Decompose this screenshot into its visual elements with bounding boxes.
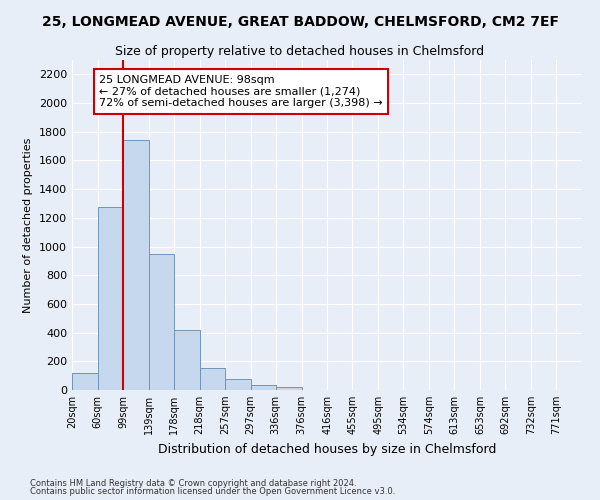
Bar [251,385,276,390]
Text: 25, LONGMEAD AVENUE, GREAT BADDOW, CHELMSFORD, CM2 7EF: 25, LONGMEAD AVENUE, GREAT BADDOW, CHELM… [41,15,559,29]
Text: Size of property relative to detached houses in Chelmsford: Size of property relative to detached ho… [115,45,485,58]
Bar [276,387,302,390]
Y-axis label: Number of detached properties: Number of detached properties [23,138,34,312]
Bar [174,330,200,390]
Text: 25 LONGMEAD AVENUE: 98sqm
← 27% of detached houses are smaller (1,274)
72% of se: 25 LONGMEAD AVENUE: 98sqm ← 27% of detac… [99,75,383,108]
Bar [225,379,251,390]
Text: Contains HM Land Registry data © Crown copyright and database right 2024.: Contains HM Land Registry data © Crown c… [30,478,356,488]
Bar [72,373,98,390]
X-axis label: Distribution of detached houses by size in Chelmsford: Distribution of detached houses by size … [158,442,496,456]
Bar [149,254,174,390]
Bar [98,207,123,390]
Text: Contains public sector information licensed under the Open Government Licence v3: Contains public sector information licen… [30,487,395,496]
Bar [200,368,225,390]
Bar [123,140,149,390]
